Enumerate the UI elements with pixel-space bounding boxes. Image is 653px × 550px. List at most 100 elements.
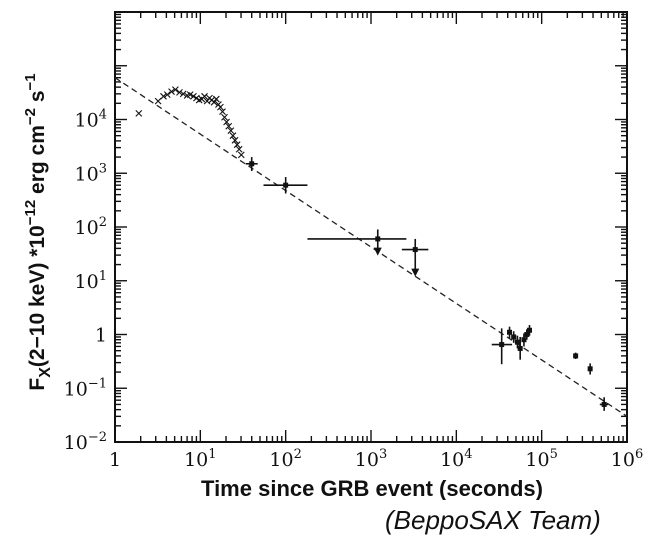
early-point-stroke [217,103,224,111]
fit-line-group [114,77,628,417]
early-point-stroke [231,136,239,144]
early-point-stroke [233,141,241,149]
point-marker [587,366,593,372]
y-tick-labels: 10−2 10−1 1 101 102 103 104 [64,108,107,455]
early-point [229,132,237,140]
x-tick-label: 106 [611,447,643,471]
error-point [587,363,593,375]
x-tick-label: 104 [440,447,472,471]
early-point [160,92,167,100]
y-tick-label: 101 [75,269,107,293]
credit-text: (BeppoSAX Team) [385,505,601,535]
point-marker [375,236,381,242]
y-tick-label: 104 [75,108,107,132]
point-marker [283,182,289,188]
early-point-stroke [168,88,175,96]
early-point [171,86,179,93]
y-axis-title: FX(2−10 keV) *10−12 erg cm−2 s−1 [22,73,54,390]
early-point-stroke [186,91,194,99]
point-marker [601,401,607,407]
point-marker [524,332,530,337]
early-point [237,151,245,159]
early-point-stroke [135,109,143,117]
early-point-stroke [154,97,162,105]
early-point [219,108,226,116]
error-point [599,397,609,411]
y-title-sup3: −1 [22,73,39,90]
point-marker [514,339,520,345]
x-tick-label: 103 [355,447,387,471]
x-tick-label: 1 [109,449,121,471]
y-tick-label: 1 [95,325,107,347]
y-title-mid: (2−10 keV) *10 [26,225,49,367]
error-point [401,238,429,277]
early-point [210,98,218,106]
error-point [245,157,258,172]
y-title-sup1: −12 [22,200,39,225]
early-point-stroke [229,132,237,140]
axis-ticks [114,12,627,443]
early-point-stroke [225,122,233,130]
early-point-stroke [227,127,235,135]
x-tick-label: 101 [184,447,216,471]
plot-frame [114,11,628,443]
early-point [154,97,162,105]
error-point [263,177,308,194]
error-point [526,325,532,336]
early-point-stroke [179,90,187,98]
early-point [168,88,175,96]
error-point [507,326,513,339]
error-point [511,331,517,343]
early-point [179,90,187,98]
data-points [135,86,609,411]
error-point [521,333,527,347]
early-point-stroke [219,108,226,116]
point-marker [412,247,418,253]
error-point [517,336,523,360]
point-marker [521,337,527,343]
y-tick-label: 102 [75,215,107,239]
upper-limit-arrow [373,247,382,256]
early-point [221,113,228,121]
early-point-stroke [212,95,220,103]
early-point [176,88,183,96]
error-point [573,352,579,360]
y-title-sub: X [37,367,54,378]
point-marker [499,342,505,348]
x-tick-label: 105 [525,447,557,471]
y-tick-label: 10−1 [64,376,107,400]
point-marker [526,327,532,333]
early-point [212,95,220,103]
early-point-stroke [235,145,243,153]
early-point-stroke [190,92,197,100]
early-point-stroke [210,98,218,106]
y-tick-label: 10−2 [64,430,107,454]
early-point [201,92,208,100]
early-point-stroke [171,86,179,93]
early-point [233,141,241,149]
point-marker [573,353,579,359]
early-point-stroke [223,118,230,126]
early-point [227,127,235,135]
early-point [217,103,224,111]
y-title-main: F [26,378,49,391]
error-point [491,328,513,365]
x-tick-label: 102 [269,447,301,471]
early-point [235,145,243,153]
fit-line [114,77,628,417]
point-marker [507,329,513,335]
error-point [524,329,530,340]
early-point [163,91,171,99]
point-marker [511,334,517,340]
error-point [307,229,407,256]
early-point [231,136,239,144]
early-point [190,92,197,100]
early-point-stroke [160,92,167,100]
x-tick-labels: 1 101 102 103 104 105 106 [109,447,643,471]
grb-afterglow-chart: 1 101 102 103 104 105 106 10−2 10−1 1 101 102 103 10… [22,11,643,500]
point-marker [517,345,523,351]
upper-limit-arrow [411,268,420,277]
y-title-mid3: s [26,90,49,108]
x-axis-title: Time since GRB event (seconds) [201,476,543,500]
error-point [514,335,520,349]
